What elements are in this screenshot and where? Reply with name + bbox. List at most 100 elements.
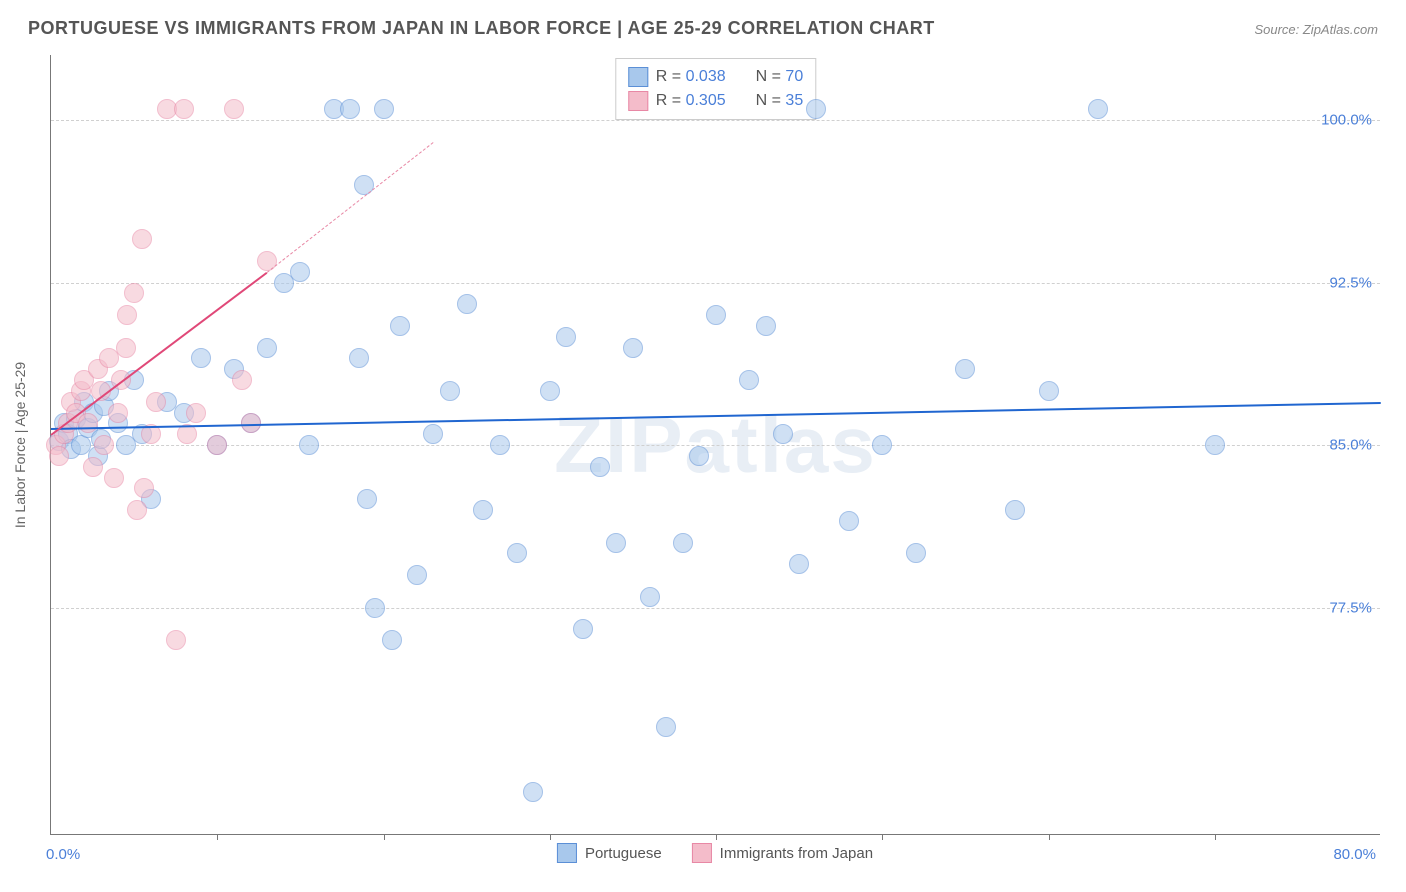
gridline [51, 445, 1380, 446]
n-label: N = 35 [756, 92, 804, 110]
data-point [490, 435, 510, 455]
legend-label: Immigrants from Japan [720, 845, 873, 862]
data-point [357, 489, 377, 509]
data-point [191, 348, 211, 368]
data-point [706, 305, 726, 325]
legend-swatch [692, 843, 712, 863]
data-point [83, 457, 103, 477]
plot-area: ZIPatlas R = 0.038N = 70R = 0.305N = 35 … [50, 55, 1380, 835]
data-point [349, 348, 369, 368]
data-point [457, 294, 477, 314]
chart-container: In Labor Force | Age 25-29 ZIPatlas R = … [50, 55, 1380, 835]
data-point [523, 782, 543, 802]
x-tick [882, 834, 883, 840]
data-point [640, 587, 660, 607]
data-point [224, 99, 244, 119]
data-point [423, 424, 443, 444]
y-tick-label: 77.5% [1329, 599, 1372, 616]
data-point [689, 446, 709, 466]
data-point [1205, 435, 1225, 455]
data-point [1005, 500, 1025, 520]
data-point [340, 99, 360, 119]
data-point [507, 543, 527, 563]
data-point [207, 435, 227, 455]
y-tick-label: 100.0% [1321, 112, 1372, 129]
r-label: R = 0.038 [656, 68, 726, 86]
x-tick [1049, 834, 1050, 840]
x-tick [217, 834, 218, 840]
r-label: R = 0.305 [656, 92, 726, 110]
data-point [656, 717, 676, 737]
legend-stats: R = 0.038 N = 70 R = 0.305 N = 35 [615, 58, 816, 120]
legend-item: Portuguese [557, 843, 662, 863]
data-point [906, 543, 926, 563]
data-point [839, 511, 859, 531]
data-point [146, 392, 166, 412]
data-point [108, 403, 128, 423]
legend-label: Portuguese [585, 845, 662, 862]
data-point [407, 565, 427, 585]
data-point [232, 370, 252, 390]
data-point [773, 424, 793, 444]
data-point [1039, 381, 1059, 401]
data-point [606, 533, 626, 553]
data-point [104, 468, 124, 488]
data-point [806, 99, 826, 119]
legend-series: Portuguese Immigrants from Japan [557, 843, 873, 863]
y-tick-label: 92.5% [1329, 274, 1372, 291]
legend-stat-row: R = 0.038 N = 70 [628, 65, 803, 89]
data-point [257, 251, 277, 271]
data-point [374, 99, 394, 119]
data-point [299, 435, 319, 455]
data-point [49, 446, 69, 466]
gridline [51, 608, 1380, 609]
regression-line [50, 272, 267, 436]
x-axis-max-label: 80.0% [1333, 846, 1376, 863]
legend-stat-row: R = 0.305 N = 35 [628, 89, 803, 113]
x-tick [1215, 834, 1216, 840]
data-point [623, 338, 643, 358]
data-point [78, 413, 98, 433]
data-point [94, 435, 114, 455]
data-point [124, 283, 144, 303]
data-point [590, 457, 610, 477]
data-point [473, 500, 493, 520]
data-point [134, 478, 154, 498]
data-point [174, 99, 194, 119]
legend-swatch [557, 843, 577, 863]
x-tick [716, 834, 717, 840]
data-point [540, 381, 560, 401]
gridline [51, 120, 1380, 121]
y-tick-label: 85.0% [1329, 437, 1372, 454]
x-axis-min-label: 0.0% [46, 846, 80, 863]
legend-swatch [628, 91, 648, 111]
data-point [756, 316, 776, 336]
data-point [290, 262, 310, 282]
y-axis-label: In Labor Force | Age 25-29 [12, 362, 28, 528]
data-point [127, 500, 147, 520]
x-tick [550, 834, 551, 840]
data-point [365, 598, 385, 618]
data-point [872, 435, 892, 455]
data-point [789, 554, 809, 574]
data-point [186, 403, 206, 423]
data-point [166, 630, 186, 650]
source-label: Source: ZipAtlas.com [1254, 22, 1378, 37]
data-point [556, 327, 576, 347]
data-point [1088, 99, 1108, 119]
legend-swatch [628, 67, 648, 87]
data-point [573, 619, 593, 639]
data-point [257, 338, 277, 358]
data-point [132, 229, 152, 249]
data-point [116, 338, 136, 358]
data-point [673, 533, 693, 553]
data-point [382, 630, 402, 650]
data-point [117, 305, 137, 325]
chart-title: PORTUGUESE VS IMMIGRANTS FROM JAPAN IN L… [28, 18, 935, 39]
data-point [440, 381, 460, 401]
legend-item: Immigrants from Japan [692, 843, 873, 863]
data-point [739, 370, 759, 390]
data-point [955, 359, 975, 379]
n-label: N = 70 [756, 68, 804, 86]
data-point [390, 316, 410, 336]
